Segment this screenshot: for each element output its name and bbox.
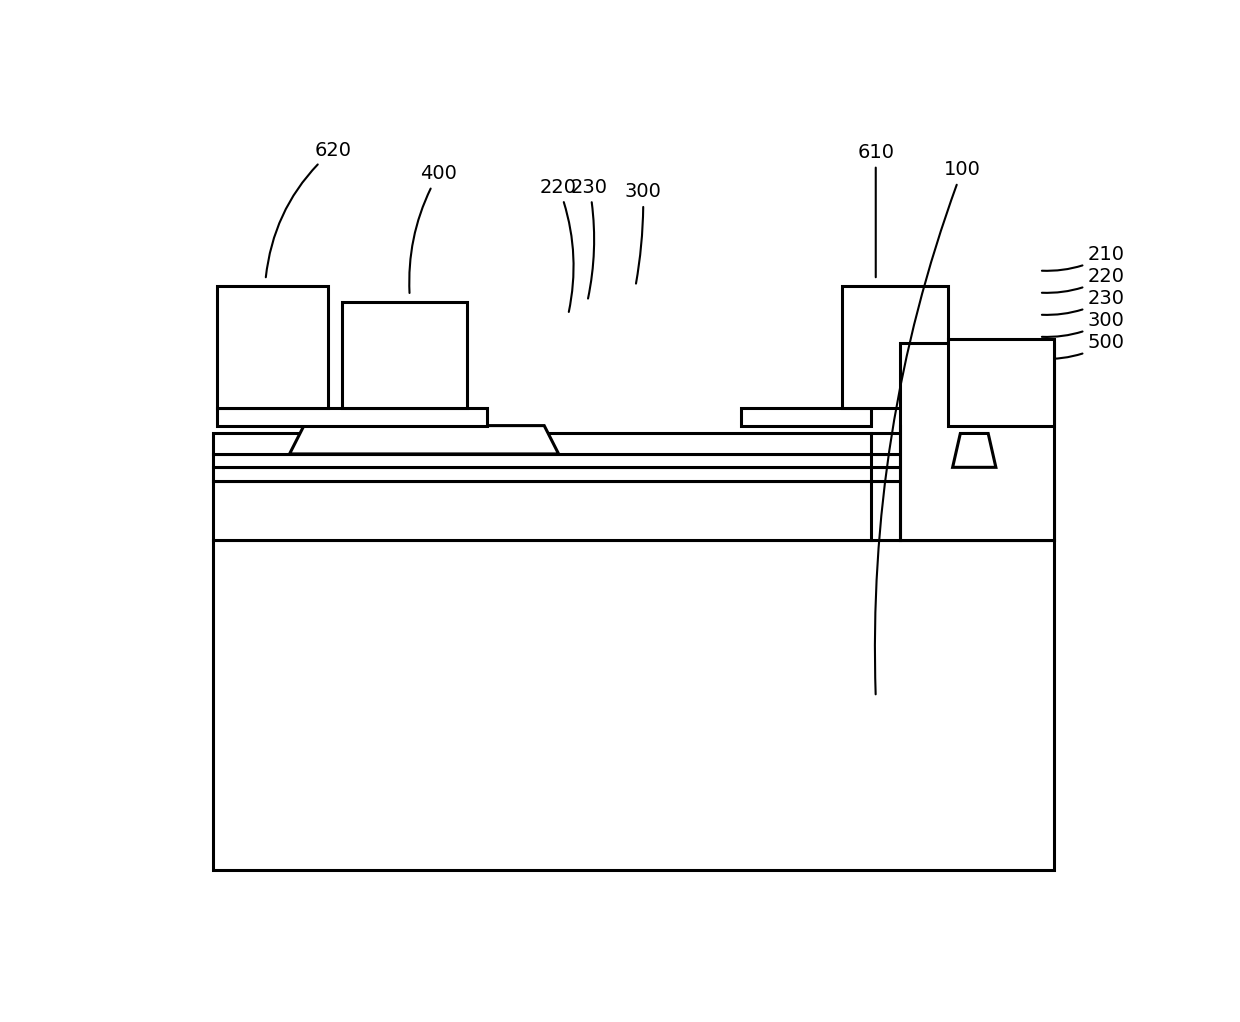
Text: 620: 620 [265, 141, 351, 277]
Text: 230: 230 [570, 178, 608, 298]
Polygon shape [952, 433, 996, 467]
Text: 500: 500 [1042, 333, 1125, 359]
Text: 300: 300 [625, 182, 662, 283]
Text: 220: 220 [1042, 268, 1125, 293]
Text: 210: 210 [1042, 245, 1125, 271]
Bar [947, 339, 1054, 425]
Bar [213, 467, 929, 480]
Polygon shape [290, 425, 558, 454]
Bar [842, 286, 947, 409]
Text: 400: 400 [409, 165, 456, 293]
Text: 100: 100 [875, 160, 981, 694]
Text: 220: 220 [541, 178, 577, 312]
Bar [213, 433, 929, 454]
Bar [342, 303, 467, 409]
Bar [217, 286, 327, 409]
Text: 610: 610 [857, 143, 894, 277]
Bar [213, 540, 1054, 871]
Bar [213, 480, 1054, 540]
Bar [900, 343, 1054, 540]
Bar [742, 409, 870, 425]
Text: 300: 300 [1042, 312, 1125, 337]
Text: 230: 230 [1042, 289, 1125, 315]
Bar [213, 454, 929, 467]
Bar [217, 409, 486, 425]
